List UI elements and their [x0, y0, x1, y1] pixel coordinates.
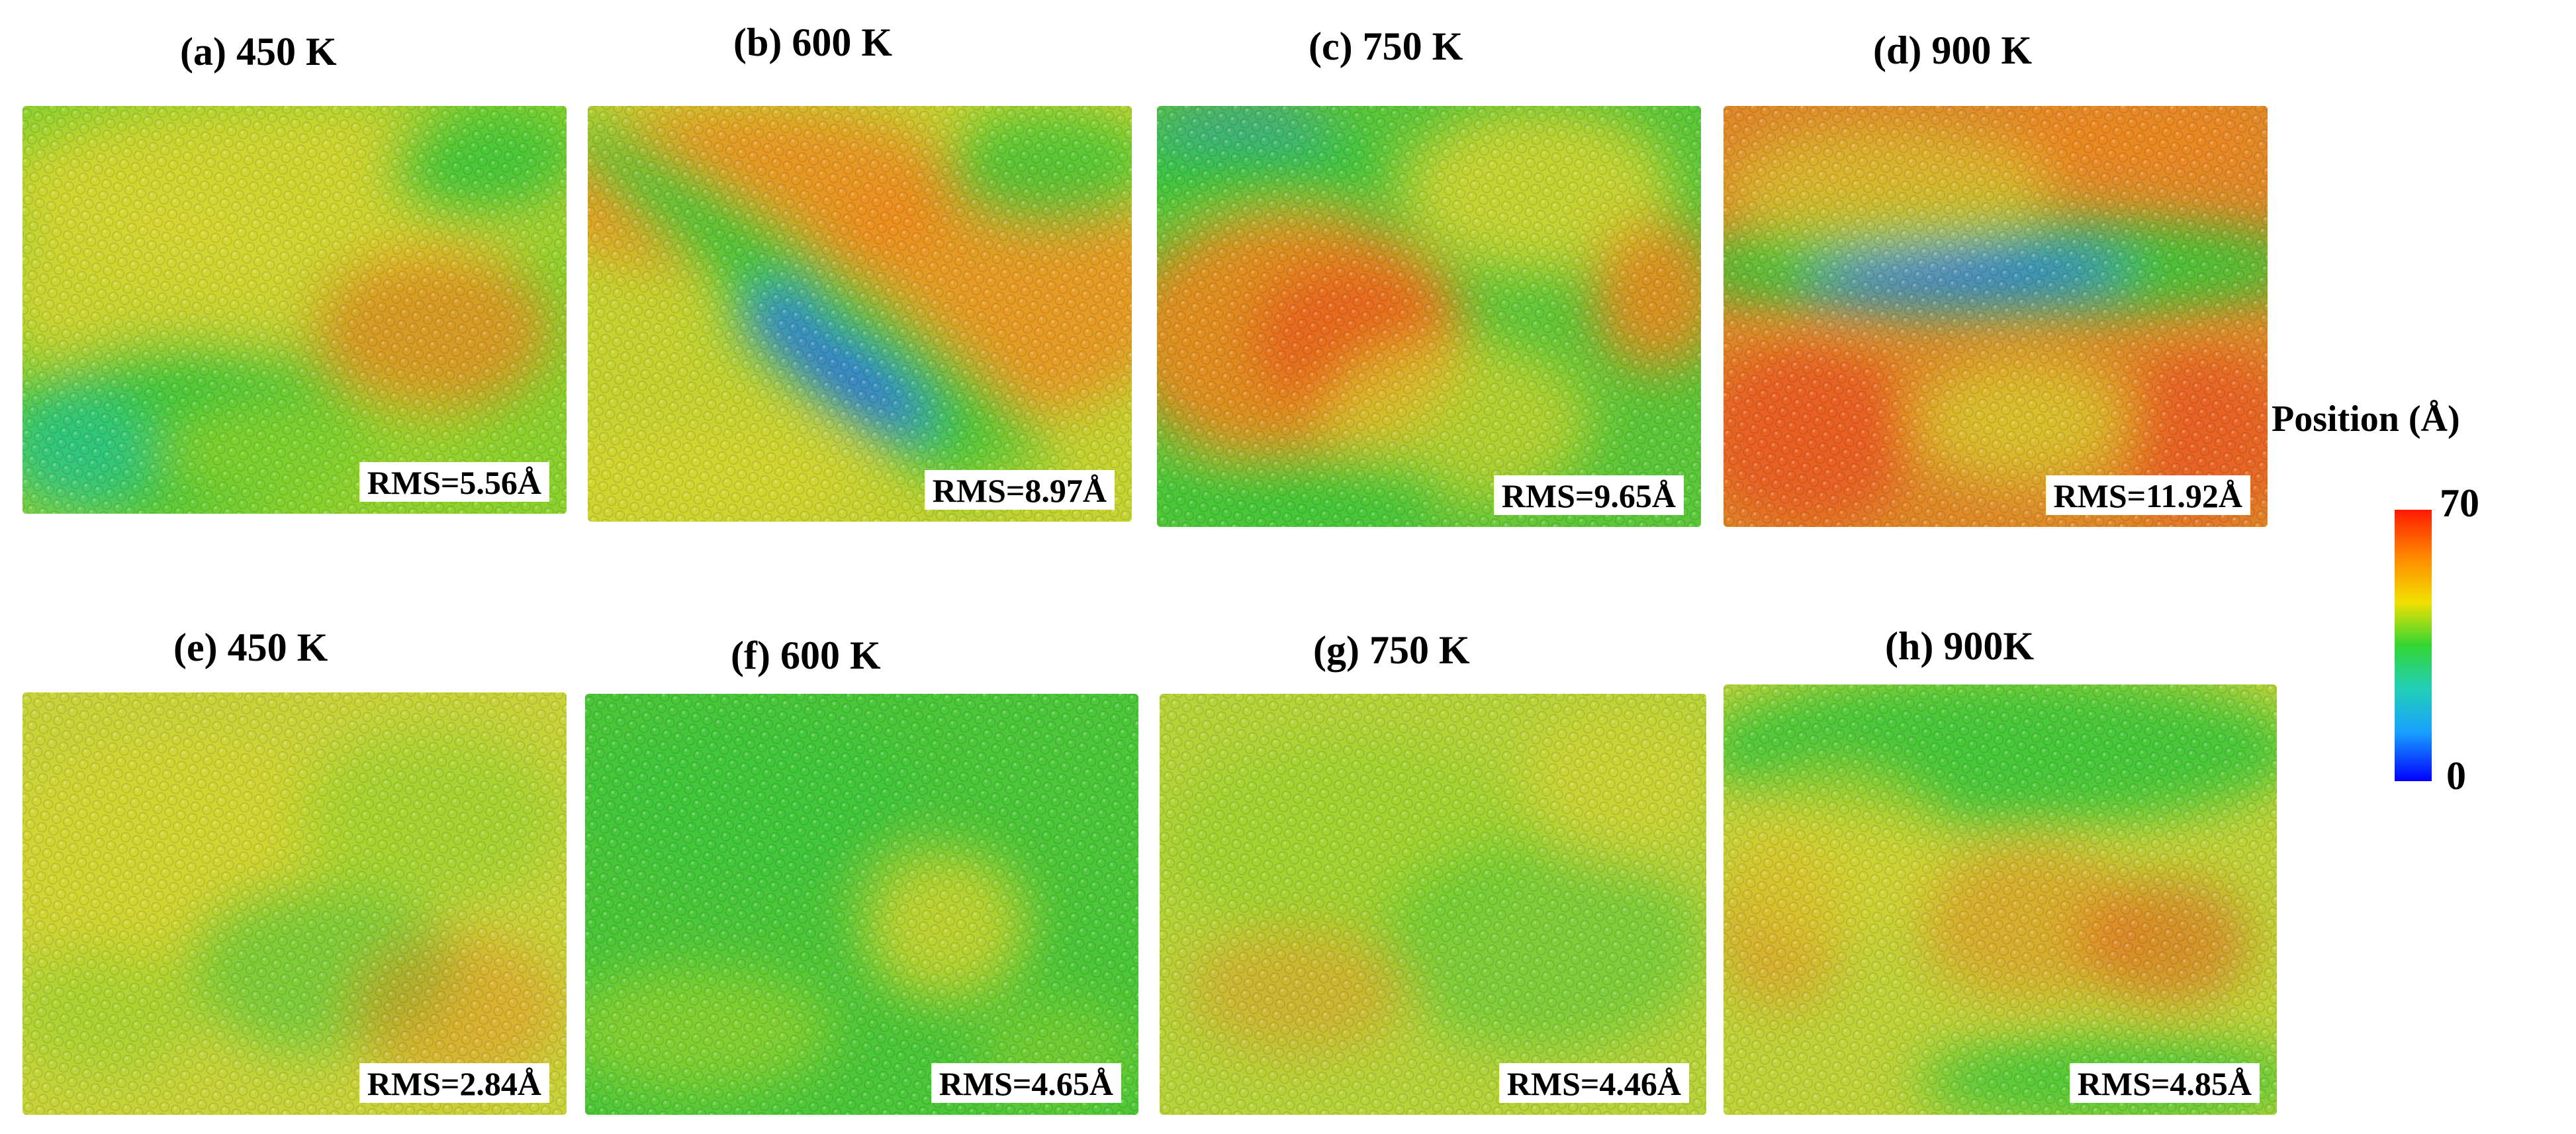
panel-e-image: RMS=2.84Å — [23, 692, 567, 1115]
panel-f-title: (f) 600 K — [731, 634, 881, 677]
panel-f-image: RMS=4.65Å — [585, 694, 1138, 1115]
panel-e-rms-label: RMS=2.84Å — [359, 1063, 549, 1103]
panel-a-image: RMS=5.56Å — [23, 106, 567, 514]
panel-c-rms-label: RMS=9.65Å — [1493, 475, 1684, 515]
panel-e-position-map — [23, 692, 567, 1115]
panel-f-position-map — [585, 694, 1138, 1115]
panel-a-title: (a) 450 K — [180, 30, 337, 73]
panel-b-title: (b) 600 K — [733, 21, 892, 64]
panel-d-position-map — [1724, 106, 2268, 527]
panel-a-rms-label: RMS=5.56Å — [359, 462, 549, 502]
panel-d-image: RMS=11.92Å — [1724, 106, 2268, 527]
panel-g-rms-label: RMS=4.46Å — [1498, 1063, 1689, 1103]
panel-g-image: RMS=4.46Å — [1160, 694, 1706, 1115]
panel-h-title: (h) 900K — [1885, 624, 2034, 668]
panel-b-position-map — [588, 106, 1132, 522]
colorbar-max-label: 70 — [2440, 481, 2479, 525]
panel-a-position-map — [23, 106, 567, 514]
panel-d-rms-label: RMS=11.92Å — [2045, 475, 2250, 515]
colorbar — [2395, 510, 2432, 781]
panel-g-title: (g) 750 K — [1313, 628, 1470, 672]
panel-h-image: RMS=4.85Å — [1724, 685, 2277, 1115]
panel-g-position-map — [1160, 694, 1706, 1115]
panel-h-rms-label: RMS=4.85Å — [2069, 1063, 2260, 1103]
panel-b-rms-label: RMS=8.97Å — [924, 470, 1115, 510]
colorbar-min-label: 0 — [2446, 754, 2466, 798]
panel-c-position-map — [1157, 106, 1701, 527]
panel-c-image: RMS=9.65Å — [1157, 106, 1701, 527]
panel-h-position-map — [1724, 685, 2277, 1115]
panel-c-title: (c) 750 K — [1309, 24, 1463, 68]
colorbar-title: Position (Å) — [2272, 399, 2460, 440]
panel-b-image: RMS=8.97Å — [588, 106, 1132, 522]
panel-e-title: (e) 450 K — [173, 626, 328, 669]
panel-d-title: (d) 900 K — [1873, 28, 2032, 72]
panel-f-rms-label: RMS=4.65Å — [931, 1063, 1121, 1103]
